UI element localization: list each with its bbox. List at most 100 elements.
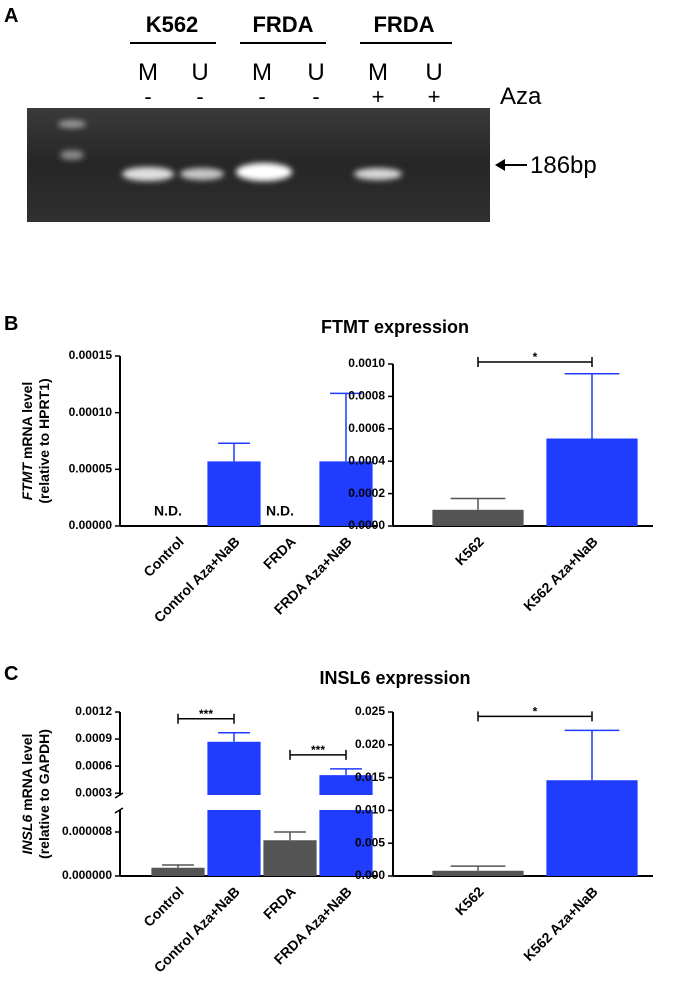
value-label: N.D. <box>154 503 182 519</box>
axis-break <box>114 792 124 799</box>
error-bar <box>218 732 250 742</box>
treatment-label: Aza <box>500 83 542 110</box>
treatment-sign: - <box>312 84 319 109</box>
gel-band <box>354 168 402 180</box>
x-tick-label: FRDA <box>260 883 299 922</box>
y-axis-gene: INSL6 <box>19 815 35 855</box>
bar <box>319 810 373 876</box>
y-tick-label: 0.00005 <box>69 462 113 476</box>
error-bar <box>450 865 506 871</box>
y-tick-label: 0.0006 <box>75 758 112 772</box>
y-tick-label: 0.00010 <box>69 405 113 419</box>
x-tick-label: K562 Aza+NaB <box>520 883 601 964</box>
y-tick-label: 0.015 <box>355 770 385 784</box>
significance-label: *** <box>199 707 213 721</box>
bar <box>432 509 524 526</box>
y-tick-label: 0.0012 <box>75 704 112 718</box>
chart-title: FTMT expression <box>321 317 469 337</box>
x-tick-label: Control <box>140 533 187 580</box>
value-label: N.D. <box>266 503 294 519</box>
bar <box>207 741 261 795</box>
treatment-sign: + <box>428 84 441 109</box>
x-tick-label: K562 Aza+NaB <box>520 533 601 614</box>
bar <box>546 780 638 876</box>
bar <box>207 461 261 526</box>
y-tick-label: 0.005 <box>355 835 385 849</box>
bar <box>432 870 524 876</box>
bar <box>319 461 373 526</box>
error-bar <box>330 768 362 776</box>
gel-band <box>236 163 292 181</box>
y-tick-label: 0.0008 <box>348 389 385 403</box>
significance-label: * <box>533 705 538 719</box>
y-tick-label: 0.0003 <box>75 785 112 799</box>
y-axis-label-text: mRNA level <box>19 382 35 463</box>
y-tick-label: 0.0000 <box>348 518 385 532</box>
significance-label: * <box>533 350 538 364</box>
bar <box>151 867 205 876</box>
y-tick-label: 0.0006 <box>348 421 385 435</box>
error-bar <box>218 442 250 462</box>
treatment-sign: - <box>144 84 151 109</box>
gel-band <box>180 168 224 180</box>
treatment-sign: + <box>372 84 385 109</box>
chart-title: INSL6 expression <box>319 668 470 688</box>
significance-bracket <box>477 711 593 722</box>
gel-band <box>122 167 174 181</box>
lane-label: U <box>425 59 442 86</box>
error-bar <box>564 372 620 439</box>
bar <box>263 840 317 876</box>
significance-bracket <box>289 749 347 760</box>
error-bar <box>162 864 194 868</box>
y-tick-label: 0.025 <box>355 704 385 718</box>
error-bar <box>564 729 620 781</box>
y-tick-label: 0.0004 <box>348 453 385 467</box>
error-bar <box>450 497 506 510</box>
panel-letter: B <box>4 313 18 335</box>
bar <box>207 810 261 876</box>
lane-label: M <box>368 59 388 86</box>
axis-break <box>114 807 124 814</box>
lane-label: U <box>191 59 208 86</box>
significance-label: *** <box>311 743 325 757</box>
ladder-band <box>60 150 84 160</box>
y-tick-label: 0.00000 <box>69 518 113 532</box>
bar <box>546 438 638 526</box>
arrow-head <box>495 159 505 171</box>
significance-bracket <box>177 713 235 724</box>
lane-label: U <box>307 59 324 86</box>
error-bar <box>274 831 306 841</box>
group-label: FRDA <box>373 12 434 37</box>
ladder-band <box>58 120 86 128</box>
y-tick-label: 0.0002 <box>348 486 385 500</box>
y-tick-label: 0.000008 <box>62 824 112 838</box>
x-tick-label: FRDA <box>260 533 299 572</box>
bar <box>319 775 373 795</box>
treatment-sign: - <box>258 84 265 109</box>
x-tick-label: Control <box>140 883 187 930</box>
group-label: FRDA <box>252 12 313 37</box>
lane-label: M <box>252 59 272 86</box>
y-axis-label-line2: (relative to HPRT1) <box>36 378 52 503</box>
y-axis-label-text: mRNA level <box>19 734 35 815</box>
y-tick-label: 0.000000 <box>62 868 112 882</box>
panel-letter: A <box>4 5 18 27</box>
y-tick-label: 0.020 <box>355 737 385 751</box>
x-tick-label: K562 <box>452 883 487 918</box>
y-axis-label: INSL6 mRNA level <box>19 734 35 855</box>
treatment-sign: - <box>196 84 203 109</box>
y-tick-label: 0.0009 <box>75 731 112 745</box>
x-tick-label: K562 <box>452 533 487 568</box>
error-bar <box>330 392 362 462</box>
group-label: K562 <box>146 12 199 37</box>
band-label: 186bp <box>530 152 597 179</box>
lane-label: M <box>138 59 158 86</box>
y-tick-label: 0.0010 <box>348 356 385 370</box>
y-axis-label-line2: (relative to GAPDH) <box>36 729 52 859</box>
y-axis-gene: FTMT <box>19 461 35 500</box>
y-tick-label: 0.010 <box>355 803 385 817</box>
y-tick-label: 0.00015 <box>69 348 113 362</box>
y-axis-label: FTMT mRNA level <box>19 382 35 501</box>
